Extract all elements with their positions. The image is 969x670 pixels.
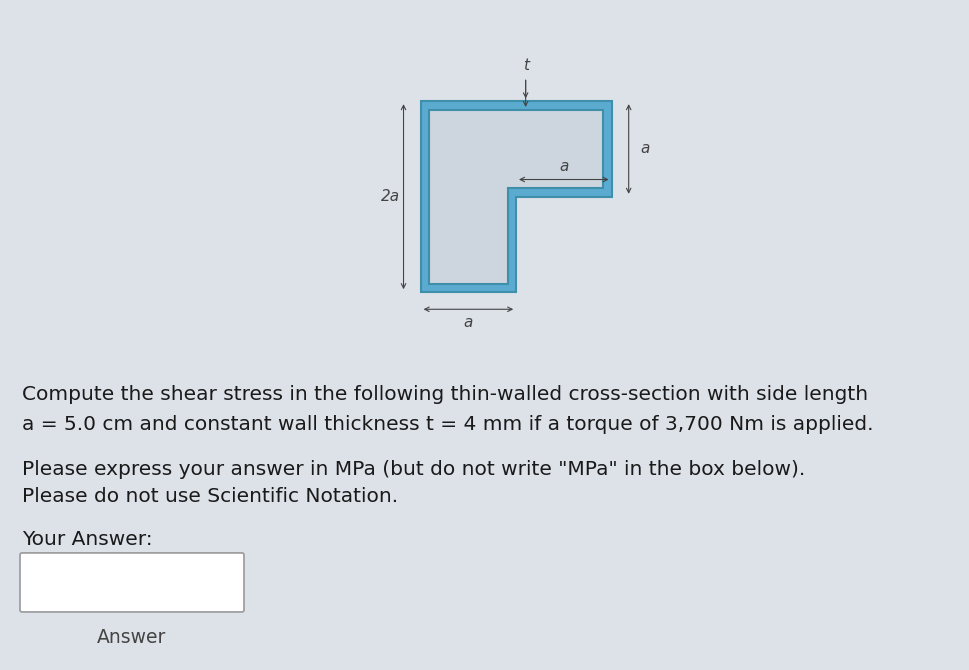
Text: Answer: Answer xyxy=(97,628,167,647)
Text: a: a xyxy=(641,141,649,157)
FancyBboxPatch shape xyxy=(20,553,244,612)
Text: Please express your answer in MPa (but do not write "MPa" in the box below).: Please express your answer in MPa (but d… xyxy=(22,460,805,479)
Text: a = 5.0 cm and constant wall thickness t = 4 mm if a torque of 3,700 Nm is appli: a = 5.0 cm and constant wall thickness t… xyxy=(22,415,873,434)
Text: Your Answer:: Your Answer: xyxy=(22,530,153,549)
Polygon shape xyxy=(429,110,603,283)
Text: Compute the shear stress in the following thin-walled cross-section with side le: Compute the shear stress in the followin… xyxy=(22,385,868,404)
Text: Please do not use Scientific Notation.: Please do not use Scientific Notation. xyxy=(22,487,398,506)
Text: a: a xyxy=(464,315,473,330)
Polygon shape xyxy=(421,101,611,292)
Text: a: a xyxy=(559,159,569,174)
Text: 2a: 2a xyxy=(381,189,400,204)
Text: t: t xyxy=(522,58,529,72)
